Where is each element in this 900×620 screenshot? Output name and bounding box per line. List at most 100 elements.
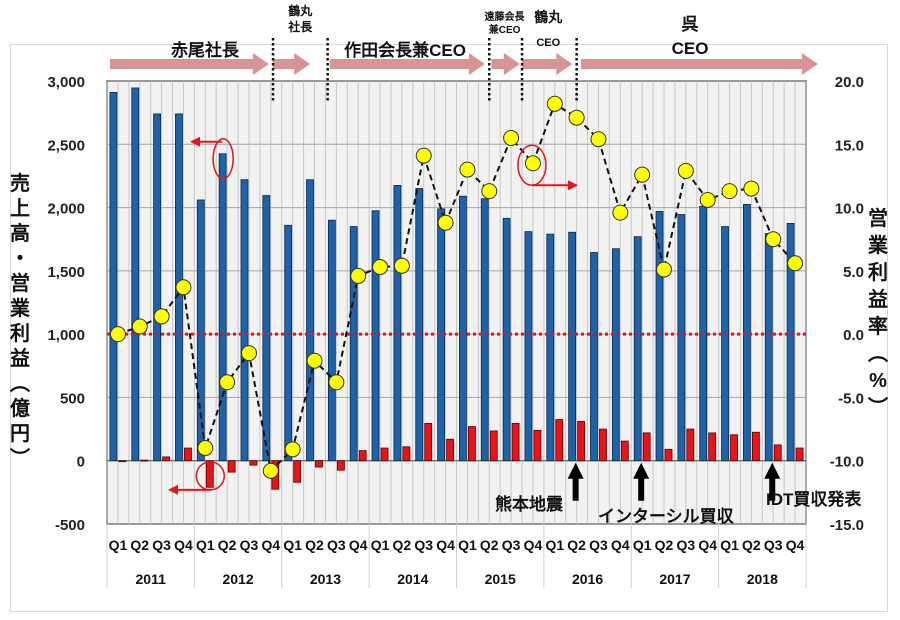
left-tick-label: 1,500 xyxy=(47,264,85,281)
quarter-label: Q3 xyxy=(589,537,608,553)
margin-marker xyxy=(131,318,148,335)
revenue-bar xyxy=(284,224,293,462)
revenue-bar xyxy=(568,231,577,462)
era-label-tsurumaru-ceo-1: 鶴丸 xyxy=(534,9,563,25)
operating-profit-bar xyxy=(402,446,411,462)
margin-marker xyxy=(393,257,410,274)
quarter-label: Q2 xyxy=(655,537,674,553)
quarter-label: Q1 xyxy=(458,537,477,553)
margin-marker xyxy=(437,214,454,231)
operating-profit-bar xyxy=(533,429,542,462)
right-axis-title: 営業利益率︵% ︶ xyxy=(868,206,889,419)
revenue-bar xyxy=(633,236,642,462)
operating-profit-bar xyxy=(730,434,738,462)
year-label: 2014 xyxy=(397,571,428,587)
quarter-label: Q4 xyxy=(261,537,280,553)
quarter-label: Q1 xyxy=(633,537,652,553)
left-tick-label: 3,000 xyxy=(47,74,85,91)
operating-profit-bar xyxy=(249,460,258,466)
operating-profit-bar xyxy=(751,431,760,462)
margin-marker xyxy=(743,180,760,197)
margin-marker xyxy=(721,183,738,200)
quarter-label: Q3 xyxy=(414,537,433,553)
callout-circle xyxy=(212,138,234,180)
operating-profit-bar xyxy=(468,426,476,462)
margin-marker xyxy=(677,162,694,179)
right-axis-ticks: 20.0 15.0 10.0 5.0 0.0 -5.0 -10.0 -15.0 xyxy=(830,74,864,534)
quarter-label: Q2 xyxy=(480,537,499,553)
quarter-label: Q1 xyxy=(545,537,564,553)
quarter-label: Q2 xyxy=(393,537,412,553)
year-label: 2016 xyxy=(572,571,603,587)
quarter-label: Q4 xyxy=(698,537,717,553)
quarter-label: Q1 xyxy=(371,537,390,553)
right-tick-label: 5.0 xyxy=(843,264,864,281)
left-tick-label: 2,000 xyxy=(47,201,85,218)
event-intersil-acquisition: インターシル買収 xyxy=(598,507,735,526)
quarter-label: Q4 xyxy=(436,537,455,553)
operating-profit-bar xyxy=(620,440,629,462)
operating-profit-bar xyxy=(336,460,345,471)
operating-profit-bar xyxy=(511,422,520,462)
quarter-label: Q3 xyxy=(677,537,696,553)
operating-profit-bar xyxy=(599,428,607,462)
revenue-bar xyxy=(764,233,773,462)
margin-marker xyxy=(175,279,192,296)
revenue-bar xyxy=(502,217,511,462)
year-label: 2018 xyxy=(747,571,778,587)
revenue-bar xyxy=(611,248,620,462)
operating-profit-bar xyxy=(162,456,171,462)
quarter-label: Q3 xyxy=(502,537,521,553)
arrow-left-icon xyxy=(190,136,200,147)
year-label: 2017 xyxy=(659,571,690,587)
event-arrow-icon xyxy=(567,462,584,501)
quarter-label: Q4 xyxy=(524,537,543,553)
era-label-akao: 赤尾社長 xyxy=(171,40,240,60)
event-idt-acquisition: IDT買収発表 xyxy=(766,489,862,509)
era-label-kure-2: CEO xyxy=(672,39,709,58)
left-tick-label: 2,500 xyxy=(47,137,85,154)
operating-profit-bar xyxy=(795,447,804,462)
margin-marker xyxy=(765,231,782,248)
margin-marker xyxy=(284,441,301,458)
quarter-label: Q4 xyxy=(611,537,630,553)
margin-marker xyxy=(503,129,520,146)
revenue-bar xyxy=(393,185,402,462)
margin-marker xyxy=(219,374,236,391)
right-tick-label: 10.0 xyxy=(835,201,864,218)
era-label-endo-1: 遠藤会長 xyxy=(485,10,526,23)
revenue-bar xyxy=(655,210,664,462)
margin-marker xyxy=(546,95,563,112)
right-tick-label: -15.0 xyxy=(830,517,864,534)
operating-profit-bar xyxy=(773,444,782,462)
margin-marker xyxy=(590,131,607,148)
margin-marker xyxy=(415,147,432,164)
left-tick-label: 500 xyxy=(60,390,85,407)
margin-markers xyxy=(109,95,804,479)
quarter-label: Q2 xyxy=(742,537,761,553)
right-tick-label: 20.0 xyxy=(835,74,864,91)
operating-profit-bar xyxy=(205,460,214,488)
operating-profit-bar xyxy=(664,448,673,462)
quarter-label: Q3 xyxy=(764,537,783,553)
event-arrow-icon xyxy=(633,462,650,501)
margin-marker xyxy=(153,308,170,325)
era-label-kure-1: 呉 xyxy=(682,15,699,34)
quarter-label: Q2 xyxy=(130,537,149,553)
operating-profit-bar xyxy=(118,460,127,463)
quarter-label: Q3 xyxy=(152,537,171,553)
revenue-bar xyxy=(153,113,162,462)
operating-profit-bar xyxy=(184,447,192,462)
era-label-sakuta: 作田会長兼CEO xyxy=(344,40,466,60)
era-label-tsurumaru-1: 鶴丸 xyxy=(288,3,313,18)
era-arrow-tsurumaru-ceo xyxy=(522,53,573,75)
margin-marker xyxy=(787,255,804,272)
quarter-label: Q2 xyxy=(567,537,586,553)
quarter-label: Q1 xyxy=(109,537,128,553)
year-label: 2013 xyxy=(310,571,341,587)
revenue-bar xyxy=(196,199,205,462)
left-tick-label: -500 xyxy=(55,517,85,534)
margin-marker xyxy=(459,161,476,178)
revenue-bar xyxy=(306,179,314,462)
